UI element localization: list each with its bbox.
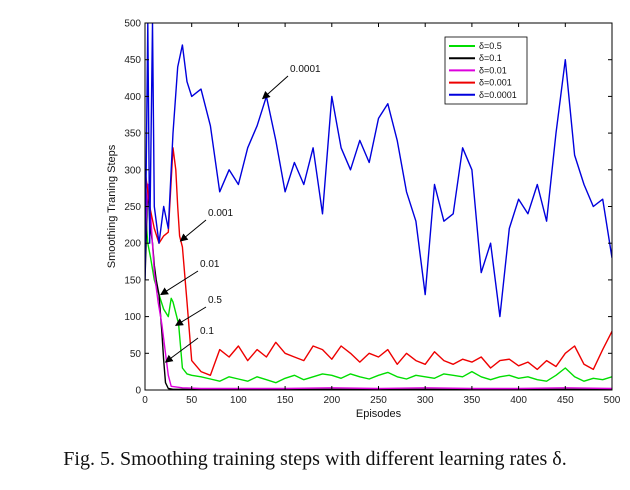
x-tick-label: 300: [417, 395, 434, 406]
annotation-label: 0.001: [208, 208, 233, 219]
y-tick-label: 250: [124, 202, 141, 213]
legend-entry-label: δ=0.001: [479, 78, 512, 88]
x-tick-label: 400: [510, 395, 527, 406]
y-tick-label: 150: [124, 275, 141, 286]
y-tick-label: 450: [124, 55, 141, 66]
legend-entry-label: δ=0.01: [479, 65, 507, 75]
legend: δ=0.5 δ=0.1 δ=0.01 δ=0.001 δ=0.0001: [444, 36, 528, 105]
annotation-label: 0.5: [208, 295, 222, 306]
x-tick-label: 250: [370, 395, 387, 406]
x-tick-label: 50: [186, 395, 198, 406]
annotation-arrow: [174, 306, 207, 326]
line-chart: 0 50 100 150 200 250 300 350 400 450 500 0 50 100 150 2…: [106, 19, 621, 421]
legend-entry-label: δ=0.1: [479, 53, 502, 63]
y-axis-label: Smoothing Traning Steps: [106, 144, 118, 268]
legend-entry-label: δ=0.5: [479, 41, 502, 51]
y-tick-label: 200: [124, 239, 141, 250]
y-tick-label: 400: [124, 92, 141, 103]
y-tick-label: 500: [124, 19, 141, 30]
y-tick-label: 0: [135, 386, 141, 397]
x-tick-label: 450: [557, 395, 574, 406]
legend-entry-label: δ=0.0001: [479, 90, 517, 100]
annotation-arrow: [179, 219, 207, 242]
x-tick-label: 200: [323, 395, 340, 406]
y-tick-label: 50: [130, 349, 142, 360]
series-line-4: [145, 23, 612, 318]
y-tick-label: 300: [124, 165, 141, 176]
annotation-label: 0.01: [200, 259, 220, 270]
y-tick-label: 350: [124, 129, 141, 140]
y-tick-label: 100: [124, 312, 141, 323]
annotation-label: 0.1: [200, 326, 214, 337]
annotation-arrow: [164, 337, 199, 363]
annotation-label: 0.0001: [290, 64, 321, 75]
x-tick-label: 0: [142, 395, 148, 406]
plot-frame: [144, 22, 613, 391]
x-tick-label: 100: [230, 395, 247, 406]
x-tick-label: 350: [464, 395, 481, 406]
figure-caption: Fig. 5. Smoothing training steps with di…: [63, 448, 567, 470]
x-axis-label: Episodes: [356, 408, 402, 420]
x-tick-label: 150: [277, 395, 294, 406]
annotation-arrow: [160, 270, 199, 296]
x-tick-label: 500: [604, 395, 621, 406]
annotation-arrow: [261, 75, 289, 100]
